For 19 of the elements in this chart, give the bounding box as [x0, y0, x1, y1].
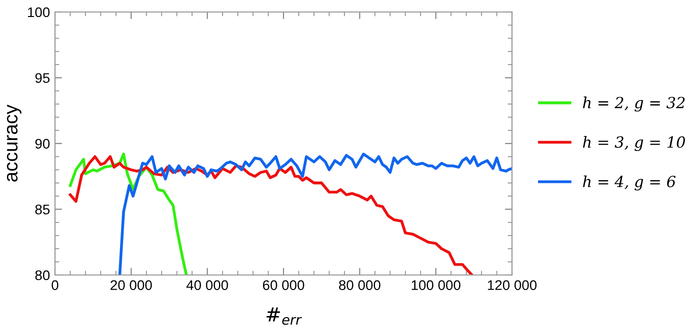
y-axis-title: accuracy: [6, 104, 22, 182]
x-tick-label: 60 000: [262, 280, 304, 290]
y-tick-label: 90: [35, 138, 50, 149]
x-tick-label: 80 000: [339, 280, 380, 290]
line-series: [118, 152, 512, 275]
x-axis-title: #$_{err}$: [266, 307, 302, 325]
y-tick-label: 100: [28, 7, 50, 18]
x-tick-label: 120 000: [488, 280, 537, 290]
y-tick-label: 85: [35, 204, 50, 214]
x-tick-label: 0: [52, 280, 58, 290]
legend-label: h = 2, g = 32: [582, 96, 685, 112]
y-tick-label: 80: [35, 270, 50, 280]
legend-label: h = 4, g = 6: [582, 175, 676, 190]
y-tick-label: 95: [35, 73, 50, 83]
legend-label: h = 3, g = 10: [582, 136, 685, 151]
line-series: [68, 155, 474, 275]
x-tick-label: 40 000: [186, 280, 228, 290]
x-tick-label: 100 000: [412, 280, 460, 290]
x-tick-label: 20 000: [110, 280, 152, 290]
